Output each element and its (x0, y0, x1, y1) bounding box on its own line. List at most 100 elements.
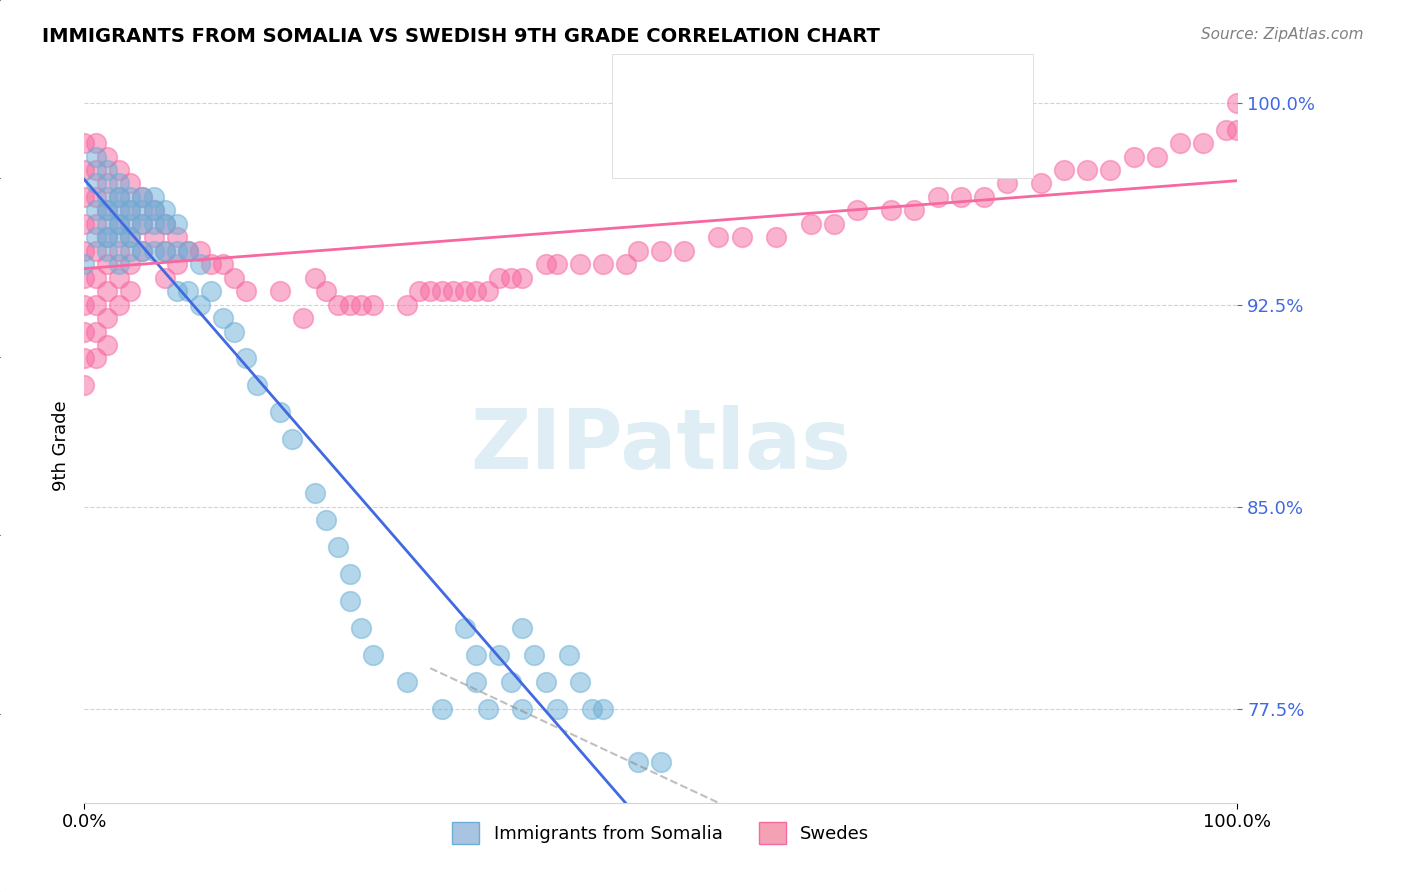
Swedes (546, 257, 568, 271)
Swedes (730, 230, 752, 244)
Immigrants from Somalia (120, 203, 142, 218)
Text: 104: 104 (879, 126, 915, 145)
Swedes (441, 284, 464, 298)
Immigrants from Somalia (153, 217, 176, 231)
Immigrants from Somalia (326, 540, 349, 554)
Swedes (84, 325, 107, 339)
Immigrants from Somalia (73, 257, 96, 271)
Immigrants from Somalia (477, 701, 499, 715)
Immigrants from Somalia (131, 217, 153, 231)
Swedes (84, 163, 107, 178)
Swedes (1076, 163, 1098, 178)
Swedes (707, 230, 730, 244)
Swedes (465, 284, 488, 298)
Immigrants from Somalia (512, 701, 534, 715)
Text: R =: R = (689, 126, 731, 145)
Text: R =: R = (689, 81, 731, 101)
Swedes (477, 284, 499, 298)
Swedes (1191, 136, 1213, 150)
Swedes (800, 217, 823, 231)
Swedes (903, 203, 925, 218)
Immigrants from Somalia (96, 203, 118, 218)
Immigrants from Somalia (650, 756, 672, 770)
Swedes (131, 190, 153, 204)
Y-axis label: 9th Grade: 9th Grade (52, 401, 70, 491)
Swedes (96, 203, 118, 218)
Swedes (269, 284, 291, 298)
Swedes (73, 136, 96, 150)
Swedes (96, 257, 118, 271)
Immigrants from Somalia (269, 405, 291, 419)
Immigrants from Somalia (96, 190, 118, 204)
Swedes (108, 270, 131, 285)
Immigrants from Somalia (166, 217, 188, 231)
Swedes (1226, 95, 1249, 110)
Immigrants from Somalia (96, 244, 118, 258)
Swedes (973, 190, 995, 204)
Immigrants from Somalia (120, 230, 142, 244)
Swedes (200, 257, 222, 271)
Legend: Immigrants from Somalia, Swedes: Immigrants from Somalia, Swedes (446, 814, 876, 851)
Immigrants from Somalia (534, 674, 557, 689)
Immigrants from Somalia (153, 203, 176, 218)
Swedes (326, 298, 349, 312)
Swedes (108, 244, 131, 258)
Swedes (73, 244, 96, 258)
Swedes (96, 311, 118, 326)
Swedes (84, 190, 107, 204)
Swedes (499, 270, 522, 285)
Swedes (845, 203, 868, 218)
Immigrants from Somalia (84, 149, 107, 163)
Swedes (614, 257, 637, 271)
Immigrants from Somalia (339, 566, 361, 581)
Swedes (96, 284, 118, 298)
Swedes (304, 270, 326, 285)
Swedes (73, 217, 96, 231)
Immigrants from Somalia (592, 701, 614, 715)
Swedes (177, 244, 200, 258)
Swedes (108, 163, 131, 178)
Text: IMMIGRANTS FROM SOMALIA VS SWEDISH 9TH GRADE CORRELATION CHART: IMMIGRANTS FROM SOMALIA VS SWEDISH 9TH G… (42, 27, 880, 45)
Immigrants from Somalia (120, 190, 142, 204)
Swedes (84, 351, 107, 366)
Immigrants from Somalia (361, 648, 384, 662)
Immigrants from Somalia (131, 244, 153, 258)
Immigrants from Somalia (350, 621, 373, 635)
Swedes (96, 177, 118, 191)
Swedes (880, 203, 903, 218)
Swedes (1099, 163, 1122, 178)
Immigrants from Somalia (488, 648, 510, 662)
Immigrants from Somalia (84, 230, 107, 244)
Immigrants from Somalia (108, 217, 131, 231)
Immigrants from Somalia (188, 298, 211, 312)
Swedes (1226, 122, 1249, 136)
Swedes (927, 190, 949, 204)
Immigrants from Somalia (177, 284, 200, 298)
Swedes (120, 203, 142, 218)
Text: ZIPatlas: ZIPatlas (471, 406, 851, 486)
Swedes (224, 270, 246, 285)
Swedes (188, 244, 211, 258)
Swedes (120, 257, 142, 271)
Immigrants from Somalia (142, 203, 165, 218)
Swedes (120, 177, 142, 191)
Swedes (153, 270, 176, 285)
Swedes (823, 217, 845, 231)
Swedes (1168, 136, 1191, 150)
Swedes (1122, 149, 1144, 163)
Swedes (339, 298, 361, 312)
Immigrants from Somalia (108, 203, 131, 218)
Swedes (73, 298, 96, 312)
Immigrants from Somalia (166, 284, 188, 298)
Swedes (430, 284, 453, 298)
Immigrants from Somalia (454, 621, 477, 635)
Immigrants from Somalia (235, 351, 257, 366)
Text: N =: N = (823, 81, 879, 101)
Swedes (73, 351, 96, 366)
Immigrants from Somalia (108, 257, 131, 271)
Swedes (949, 190, 972, 204)
Swedes (1053, 163, 1076, 178)
Swedes (534, 257, 557, 271)
Immigrants from Somalia (627, 756, 650, 770)
Text: 0.165: 0.165 (735, 126, 792, 145)
